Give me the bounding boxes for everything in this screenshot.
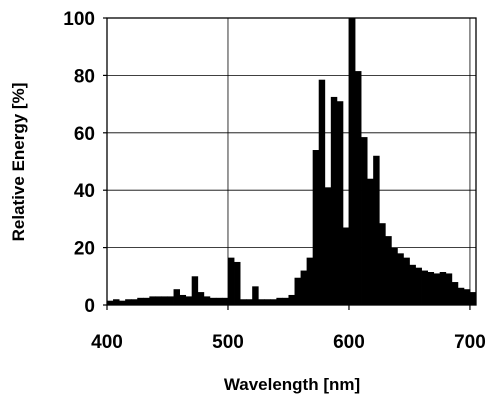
spectrum-bar xyxy=(318,79,326,305)
spectrum-bar xyxy=(149,296,156,305)
spectrum-bar xyxy=(421,270,429,305)
spectrum-bar xyxy=(367,178,374,305)
spectrum-bar xyxy=(457,287,465,305)
spectrum-bar xyxy=(276,297,283,305)
spectrum-bar xyxy=(463,289,471,305)
spectrum-bar xyxy=(294,277,301,305)
x-tick-label: 600 xyxy=(333,332,365,353)
spectrum-bar xyxy=(137,297,144,305)
spectrum-bar xyxy=(179,294,187,305)
spectrum-bar xyxy=(185,296,193,305)
spectrum-bar xyxy=(469,292,477,305)
spectrum-bar xyxy=(312,150,320,305)
spectrum-bar xyxy=(397,253,404,305)
spectrum-bar xyxy=(385,236,392,305)
y-axis-title: Relative Energy [%] xyxy=(9,83,28,242)
spectrum-bar xyxy=(300,270,308,305)
grid-lines xyxy=(107,18,476,305)
spectrum-bar xyxy=(348,18,356,305)
spectrum-bar xyxy=(252,286,259,305)
spectrum-bar xyxy=(409,264,416,305)
spectrum-bar xyxy=(107,300,114,305)
spectrum-bar xyxy=(270,299,277,305)
spectrum-bar xyxy=(355,71,362,305)
spectrum-bar xyxy=(209,297,217,305)
spectrum-bar xyxy=(227,257,235,305)
spectrum-bar xyxy=(131,299,138,305)
spectrum-bar xyxy=(306,257,314,305)
spectrum-bar xyxy=(173,289,180,305)
plot-frame xyxy=(106,17,477,306)
spectrum-bar xyxy=(282,297,289,305)
spectrum-bar xyxy=(379,223,386,305)
spectrum-bar xyxy=(433,273,441,305)
spectrum-bar xyxy=(197,292,205,305)
spectrum-bar xyxy=(445,273,453,305)
spectrum-bar xyxy=(221,297,229,305)
x-tick-label: 400 xyxy=(91,332,123,353)
spectrum-bar xyxy=(336,101,344,305)
spectrum-bar xyxy=(234,261,241,305)
spectrum-bar xyxy=(403,257,410,305)
y-axis-ticks: 0 20 40 60 80 100 xyxy=(63,9,107,317)
x-axis-title: Wavelength [nm] xyxy=(224,375,360,394)
spectrum-bar xyxy=(391,247,398,305)
x-tick-label: 700 xyxy=(454,332,486,353)
spectrum-bar xyxy=(167,296,174,305)
spectrum-bar xyxy=(342,227,350,305)
spectrum-bar xyxy=(451,282,459,305)
spectrum-bar xyxy=(330,96,338,305)
spectrum-bar xyxy=(203,296,211,305)
y-tick-label: 20 xyxy=(74,239,95,260)
spectrum-bar xyxy=(215,297,223,305)
spectrum-bar xyxy=(240,299,247,305)
y-tick-label: 60 xyxy=(74,124,95,145)
spectrum-bar xyxy=(119,300,126,305)
y-tick-label: 80 xyxy=(74,66,95,87)
spectrum-bar xyxy=(264,299,271,305)
x-axis-ticks: 400 500 600 700 xyxy=(91,305,486,353)
spectrum-bar xyxy=(324,187,332,305)
x-tick-label: 500 xyxy=(212,332,244,353)
spectrum-bar xyxy=(125,299,132,305)
y-tick-label: 40 xyxy=(74,181,95,202)
spectrum-bar xyxy=(258,299,265,305)
spectrum-bar xyxy=(155,296,162,305)
spectrum-bar xyxy=(161,296,168,305)
spectrum-bar xyxy=(415,267,422,305)
spectrum-bar xyxy=(427,271,435,305)
spectrum-bar xyxy=(288,294,295,305)
y-tick-label: 100 xyxy=(63,9,95,30)
spectrum-bar xyxy=(191,276,199,305)
y-tick-label: 0 xyxy=(84,296,95,317)
spectrum-bar xyxy=(113,299,120,305)
spectrum-bars xyxy=(107,18,477,305)
spectrum-bar xyxy=(439,271,447,305)
spectrum-bar xyxy=(361,137,368,305)
spectrum-bar xyxy=(373,155,380,305)
spectrum-bar xyxy=(143,297,150,305)
spectrum-bar xyxy=(246,299,253,305)
